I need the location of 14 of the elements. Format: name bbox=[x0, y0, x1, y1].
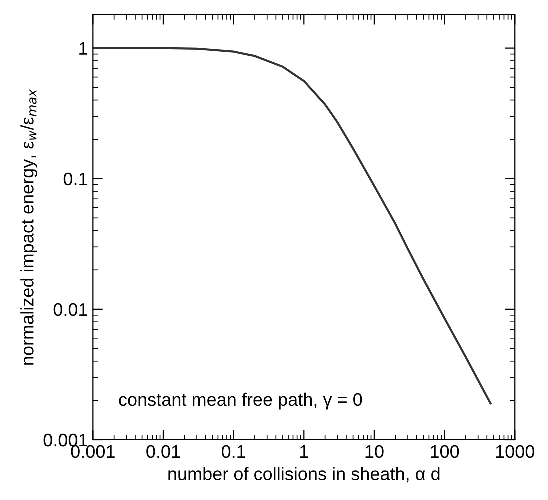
x-tick-label: 0.1 bbox=[222, 445, 246, 458]
x-axis-title: number of collisions in sheath, α d bbox=[168, 467, 440, 483]
y-tick-label: 0.1 bbox=[64, 172, 88, 186]
x-tick-label: 10 bbox=[366, 445, 384, 458]
y-tick-label: 0.001 bbox=[44, 434, 88, 447]
x-tick-label: 1000 bbox=[496, 445, 534, 458]
y-tick-label: 0.01 bbox=[54, 303, 88, 316]
y-tick-label: 1 bbox=[80, 42, 88, 55]
x-tick-label: 1 bbox=[300, 446, 308, 458]
x-tick-label: 0.001 bbox=[71, 445, 115, 458]
annotation: constant mean free path, γ = 0 bbox=[119, 392, 362, 410]
x-tick-label: 0.01 bbox=[146, 445, 180, 458]
x-tick-label: 100 bbox=[431, 445, 460, 458]
y-axis-title: normalized impact energy, ε$_{w}$/ε$_{max}$ bbox=[20, 89, 38, 365]
